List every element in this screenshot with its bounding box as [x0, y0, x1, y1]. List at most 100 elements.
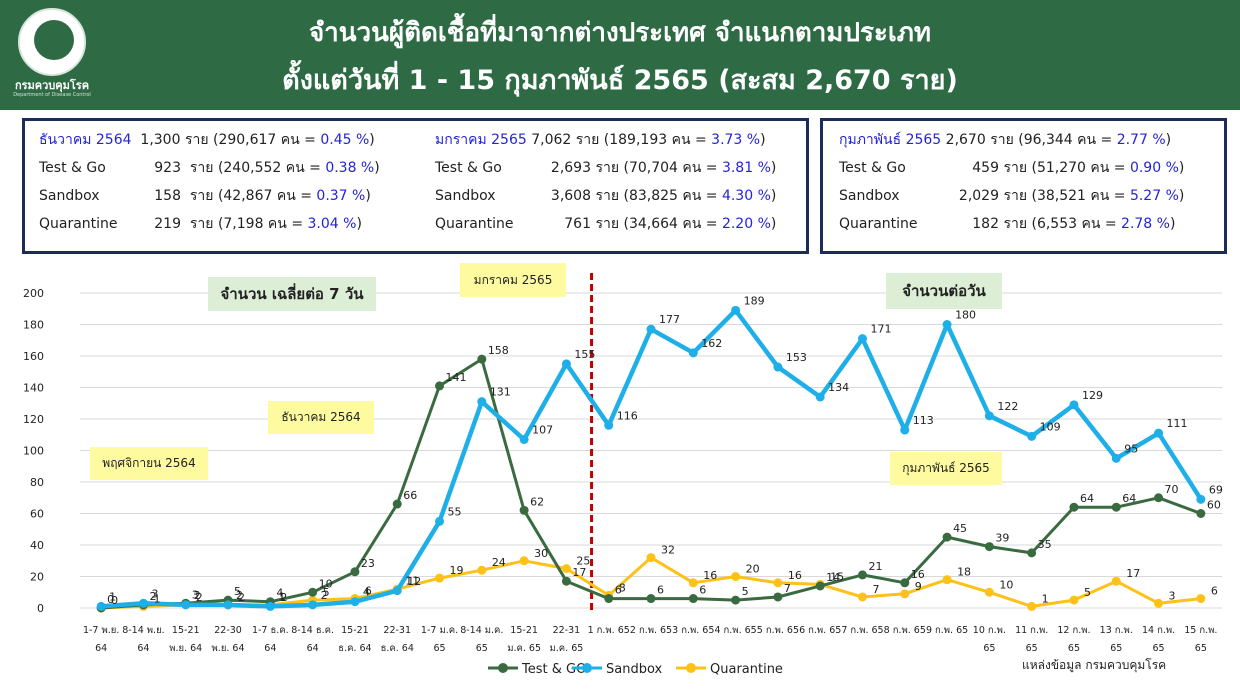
- data-label-quarantine: 1: [1042, 592, 1049, 605]
- x-tick-label-line2: 65: [1110, 643, 1122, 654]
- data-label-sandbox: 122: [997, 400, 1018, 413]
- data-label-sandbox: 153: [786, 351, 807, 364]
- data-label-sandbox: 95: [1124, 442, 1138, 455]
- dec-row-detail: ราย (7,198 คน =: [189, 216, 308, 232]
- page-title: จำนวนผู้ติดเชื้อที่มาจากต่างประเทศ จำแนก…: [308, 18, 932, 48]
- point-sandbox: [181, 600, 191, 610]
- point-sandbox: [1196, 494, 1206, 504]
- point-test_go: [392, 499, 402, 509]
- jan-annotation: มกราคม 2565: [460, 263, 566, 297]
- x-tick-label: 22-31: [553, 625, 581, 636]
- x-tick-label-line2: 64: [137, 643, 149, 654]
- x-tick-label: 14 ก.พ.: [1142, 625, 1175, 636]
- data-label-test_go: 23: [361, 557, 375, 570]
- data-label-sandbox: 109: [1040, 420, 1061, 433]
- feb-row-sandbox: Sandbox 2,029 ราย (38,521 คน = 5.27 %): [839, 185, 1184, 207]
- data-label-test_go: 70: [1165, 483, 1179, 496]
- series-line-test_go: [100, 357, 1202, 610]
- y-tick-label: 40: [30, 539, 44, 552]
- x-tick-label-line2: 65: [433, 643, 445, 654]
- data-label-test_go: 6: [657, 584, 664, 597]
- data-label-test_go: 35: [1038, 538, 1052, 551]
- x-tick-label: 22-31: [383, 625, 411, 636]
- data-label-test_go: 21: [868, 560, 882, 573]
- data-label-sandbox: 55: [448, 505, 462, 518]
- x-tick-label-line2: 64: [264, 643, 276, 654]
- data-label-quarantine: 25: [576, 555, 590, 568]
- data-label-quarantine: 15: [830, 570, 844, 583]
- point-quarantine: [646, 553, 656, 563]
- y-tick-label: 200: [23, 287, 44, 300]
- point-sandbox: [1027, 431, 1037, 441]
- data-label-test_go: 158: [488, 344, 509, 357]
- x-tick-label: 2 ก.พ. 65: [630, 625, 672, 636]
- data-label-quarantine: 2: [238, 591, 245, 604]
- data-label-sandbox: 113: [913, 414, 934, 427]
- y-tick-label: 20: [30, 571, 44, 584]
- feb-row-detail: ราย (51,270 คน =: [1003, 160, 1130, 176]
- jan-head-close: ): [760, 132, 766, 148]
- x-tick-label: 9 ก.พ. 65: [926, 625, 968, 636]
- data-label-quarantine: 18: [957, 566, 971, 579]
- data-label-sandbox: 171: [870, 323, 891, 336]
- data-label-sandbox: 107: [532, 423, 553, 436]
- data-label-sandbox: 3: [151, 587, 158, 600]
- legend-label-quarantine: Quarantine: [710, 662, 783, 677]
- point-quarantine: [519, 556, 529, 566]
- feb-annotation: กุมภาพันธ์ 2565: [890, 452, 1002, 485]
- legend-marker-test_go: [498, 663, 508, 673]
- data-label-quarantine: 2: [196, 591, 203, 604]
- x-tick-label-line2: ม.ค. 65: [507, 643, 541, 654]
- feb-row-label: Quarantine: [839, 216, 918, 232]
- dec-row-testgo: Test & Go 923 ราย (240,552 คน = 0.38 %): [39, 157, 380, 179]
- data-label-quarantine: 16: [703, 569, 717, 582]
- x-tick-label: 12 ก.พ.: [1057, 625, 1090, 636]
- data-label-quarantine: 32: [661, 544, 675, 557]
- point-sandbox: [1154, 428, 1164, 438]
- feb-row-quarantine: Quarantine 182 ราย (6,553 คน = 2.78 %): [839, 213, 1175, 235]
- data-label-quarantine: 5: [1084, 586, 1091, 599]
- data-label-test_go: 3: [192, 588, 199, 601]
- point-test_go: [900, 578, 910, 588]
- jan-head-total: 7,062 ราย (189,193 คน =: [531, 132, 712, 148]
- page-subtitle: ตั้งแต่วันที่ 1 - 15 กุมภาพันธ์ 2565 (สะ…: [282, 65, 958, 96]
- jan-row-close: ): [770, 216, 777, 232]
- x-tick-label-line2: ม.ค. 65: [550, 643, 584, 654]
- point-sandbox: [900, 425, 910, 435]
- point-quarantine: [688, 578, 698, 588]
- data-label-sandbox: 131: [490, 386, 511, 399]
- point-quarantine: [1027, 601, 1037, 611]
- data-label-quarantine: 0: [111, 594, 118, 607]
- point-sandbox: [308, 600, 318, 610]
- point-sandbox: [604, 420, 614, 430]
- dec-row-detail: ราย (240,552 คน =: [189, 160, 326, 176]
- x-tick-label: 6 ก.พ. 65: [799, 625, 841, 636]
- data-label-test_go: 62: [530, 495, 544, 508]
- point-test_go: [731, 595, 741, 605]
- data-label-sandbox: 134: [828, 381, 849, 394]
- x-tick-label: 15-21: [172, 625, 200, 636]
- data-label-sandbox: 2: [194, 589, 201, 602]
- x-tick-label: 8-14 ธ.ค.: [291, 625, 334, 636]
- x-tick-label: 15-21: [510, 625, 538, 636]
- x-tick-label-line2: 65: [1153, 643, 1165, 654]
- logo-text: กรมควบคุมโรค: [14, 79, 90, 92]
- data-label-test_go: 0: [107, 593, 114, 606]
- ddc-logo: กรมควบคุมโรค Department of Disease Contr…: [12, 6, 92, 102]
- point-sandbox: [561, 359, 571, 369]
- data-label-quarantine: 2: [280, 591, 287, 604]
- jan-row-quarantine: Quarantine 761 ราย (34,664 คน = 2.20 %): [435, 213, 776, 235]
- point-test_go: [857, 570, 867, 580]
- dec-row-num: 219: [154, 216, 181, 232]
- feb-row-detail: ราย (38,521 คน =: [1003, 188, 1130, 204]
- point-quarantine: [1196, 594, 1206, 604]
- dec-row-pct: 3.04 %: [307, 216, 357, 232]
- point-test_go: [1027, 548, 1037, 558]
- data-label-quarantine: 3: [1169, 589, 1176, 602]
- jan-row-sandbox: Sandbox 3,608 ราย (83,825 คน = 4.30 %): [435, 185, 776, 207]
- y-tick-label: 160: [23, 350, 44, 363]
- jan-row-label: Quarantine: [435, 216, 514, 232]
- data-label-sandbox: 1: [278, 590, 285, 603]
- feb-head-close: ): [1165, 132, 1172, 148]
- feb-row-close: ): [1178, 188, 1185, 204]
